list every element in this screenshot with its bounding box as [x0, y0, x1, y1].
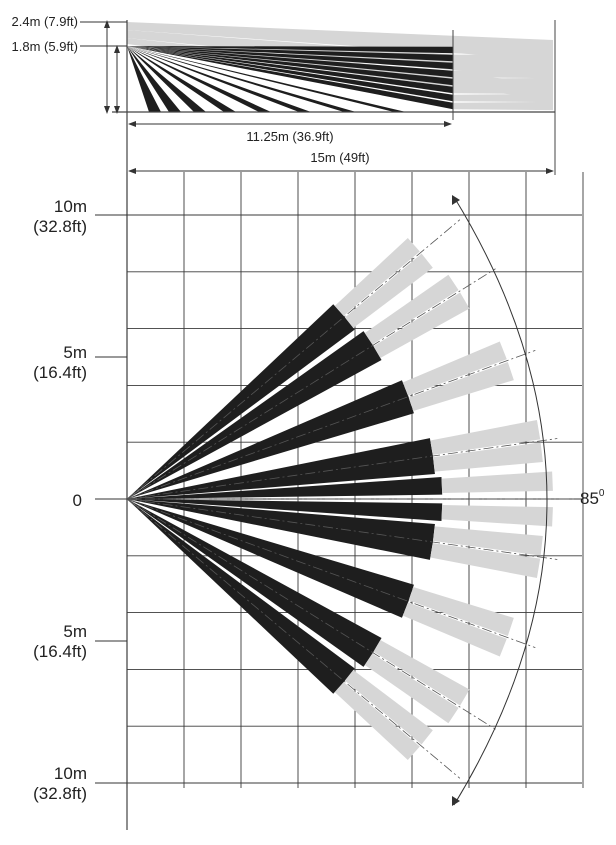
beam-dark-segment — [127, 499, 346, 694]
beam-light-segment — [430, 419, 541, 455]
beam-centerline — [126, 498, 496, 730]
range-short-label: 11.25m (36.9ft) — [246, 129, 333, 144]
y-label-10m-bottom-imperial: (32.8ft) — [33, 784, 87, 803]
beam-dark-segment — [127, 477, 443, 499]
side-beam-floor — [127, 46, 406, 112]
beam-light-segment — [433, 442, 543, 472]
y-label-10m-bottom: 10m — [54, 764, 87, 783]
beam-light-segment — [364, 274, 459, 345]
side-beam-light — [453, 61, 553, 71]
side-beam-floor — [127, 46, 206, 112]
beam-light-segment — [441, 471, 553, 493]
side-beam-floor — [127, 46, 356, 112]
y-label-5m-top: 5m — [63, 343, 87, 362]
side-beam-floor — [127, 46, 236, 112]
beam-light-segment — [402, 341, 507, 396]
height-high-label: 2.4m (7.9ft) — [12, 14, 78, 29]
side-beam-dark — [127, 46, 453, 62]
side-beam-light — [453, 45, 553, 55]
top-view-beams — [126, 219, 577, 779]
arrow-head-icon — [114, 45, 120, 53]
arrow-head-icon — [546, 168, 554, 174]
y-label-0: 0 — [73, 491, 82, 510]
side-beam-dark — [127, 46, 453, 94]
beam-dark-segment — [127, 499, 355, 683]
side-view-beams — [127, 22, 553, 112]
side-beam-floor — [127, 46, 271, 112]
beam-centerline — [126, 438, 558, 500]
beam-centerline — [126, 219, 461, 500]
arrow-head-icon — [128, 121, 136, 127]
side-beam-dark — [127, 46, 453, 86]
beam-light-segment — [345, 670, 433, 745]
side-beam-dark — [127, 46, 453, 54]
beam-dark-segment — [127, 304, 346, 499]
angle-degree-mark: 0 — [599, 488, 605, 499]
beam-dark-segment — [127, 499, 443, 521]
side-beam-light — [453, 101, 553, 111]
arrow-head-icon — [104, 20, 110, 28]
y-label-5m-top-imperial: (16.4ft) — [33, 363, 87, 382]
side-view: 2.4m (7.9ft) 1.8m (5.9ft) 11.25m (36.9ft… — [12, 14, 556, 830]
beam-centerline — [126, 498, 461, 779]
beam-light-segment — [433, 526, 543, 556]
angle-label: 850 — [580, 488, 605, 508]
beam-centerline — [126, 268, 496, 500]
side-beam-light — [453, 69, 553, 79]
beam-dark-segment — [127, 499, 434, 560]
beam-light-segment — [402, 602, 507, 657]
range-full-label: 15m (49ft) — [310, 150, 369, 165]
beam-dark-segment — [127, 438, 434, 499]
side-beam-dark — [127, 46, 453, 102]
y-label-10m-top-imperial: (32.8ft) — [33, 217, 87, 236]
arrow-head-icon — [128, 168, 136, 174]
arrow-head-icon — [452, 195, 460, 205]
height-low-label: 1.8m (5.9ft) — [12, 39, 78, 54]
detection-angle-arc — [453, 196, 548, 806]
beam-light-segment — [364, 653, 459, 724]
y-label-5m-bottom: 5m — [63, 622, 87, 641]
side-beam-floor — [127, 46, 161, 112]
beam-light-segment — [334, 237, 420, 316]
arrow-head-icon — [452, 796, 460, 806]
beam-light-segment — [345, 253, 433, 328]
side-beam-light — [453, 53, 553, 63]
beam-centerline — [126, 350, 536, 500]
beam-dark-segment — [127, 331, 374, 499]
beam-centerline — [126, 498, 536, 648]
arrow-head-icon — [444, 121, 452, 127]
side-beam-light — [453, 85, 553, 95]
side-beam-light — [453, 93, 553, 103]
beam-dark-segment — [127, 499, 374, 667]
beam-light-segment — [334, 682, 420, 761]
side-beam-floor — [127, 46, 311, 112]
beam-dark-segment — [127, 315, 355, 499]
y-label-5m-bottom-imperial: (16.4ft) — [33, 642, 87, 661]
side-beam-dark — [127, 46, 453, 70]
beam-light-segment — [408, 587, 514, 637]
arrow-head-icon — [114, 106, 120, 114]
side-beam-dark — [127, 46, 453, 78]
beam-light-segment — [373, 640, 470, 706]
beam-dark-segment — [127, 499, 382, 654]
top-view: 850 10m (32.8ft) 5m (16.4ft) 0 5m (16.4f… — [33, 172, 605, 806]
side-beam-dark — [127, 46, 453, 110]
beam-light-segment — [408, 361, 514, 411]
beam-light-segment — [373, 292, 470, 358]
beam-dark-segment — [127, 499, 409, 618]
arrow-head-icon — [104, 106, 110, 114]
side-beam-light — [453, 77, 553, 87]
beam-dark-segment — [127, 380, 409, 499]
y-label-10m-top: 10m — [54, 197, 87, 216]
beam-dark-segment — [127, 344, 382, 499]
beam-centerline — [126, 498, 558, 560]
side-beam-floor — [127, 46, 181, 112]
angle-value: 85 — [580, 489, 599, 508]
beam-light-segment — [430, 543, 541, 579]
beam-light-segment — [441, 505, 553, 527]
